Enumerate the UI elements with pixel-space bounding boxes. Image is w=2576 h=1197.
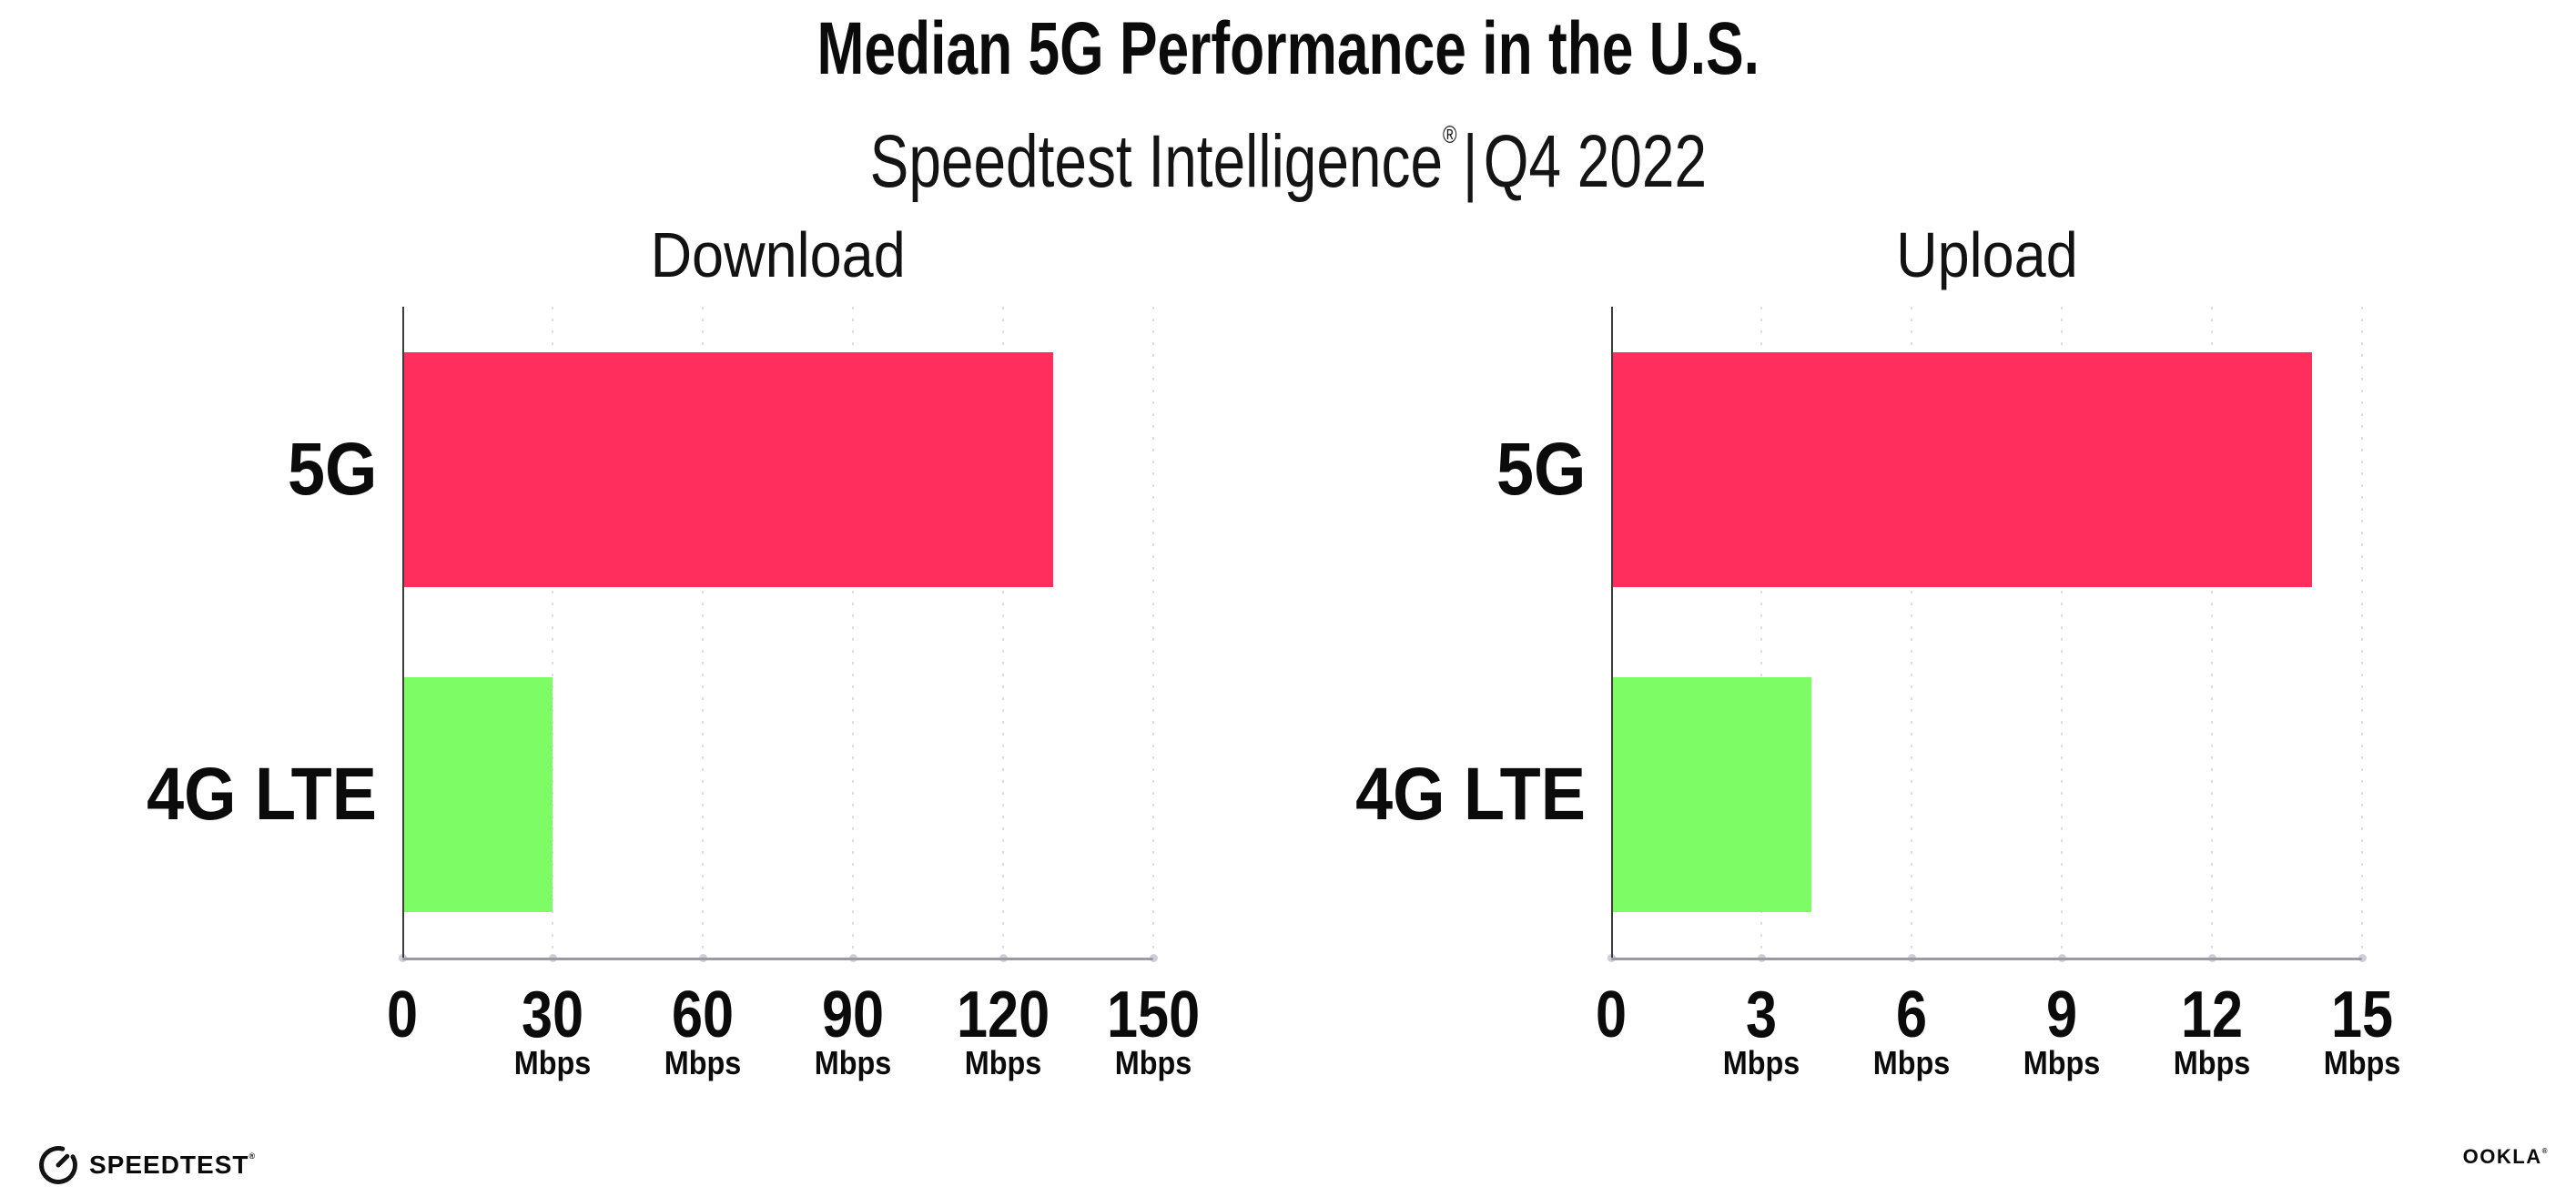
category-label: 4G LTE (0, 754, 377, 836)
tick-unit-label: Mbps (744, 1045, 962, 1081)
tick-unit-text: Mbps (513, 1044, 592, 1081)
category-label: 5G (0, 427, 377, 511)
tick-label: 150 (1044, 981, 1263, 1049)
ookla-logo: OOKLA® (2463, 1145, 2549, 1169)
tick-label: 120 (894, 981, 1112, 1049)
tick-label-text: 30 (521, 979, 584, 1051)
tick-unit-label: Mbps (1044, 1045, 1263, 1081)
tick-label: 0 (1502, 981, 1720, 1049)
gridline-foot-dot (1149, 954, 1158, 962)
tick-label-text: 150 (1106, 979, 1201, 1051)
gridline (2211, 307, 2213, 958)
category-label-text: 4G LTE (1355, 753, 1586, 837)
speedtest-gauge-icon (36, 1143, 80, 1187)
speedtest-registered-mark: ® (248, 1151, 257, 1161)
tick-label: 15 (2253, 981, 2471, 1049)
tick-label-text: 9 (2045, 979, 2078, 1051)
y-axis (402, 307, 404, 958)
tick-label-text: 0 (1595, 979, 1628, 1051)
tick-unit-label: Mbps (1652, 1045, 1871, 1081)
tick-label: 30 (443, 981, 662, 1049)
bar-5g (404, 351, 1053, 587)
gridline (552, 307, 553, 958)
tick-unit-text: Mbps (2323, 1044, 2401, 1081)
tick-label: 9 (1952, 981, 2171, 1049)
tick-label-text: 0 (386, 979, 419, 1051)
page-title-text: Median 5G Performance in the U.S. (816, 7, 1760, 90)
chart-title: Download (460, 221, 1097, 289)
gridline (1152, 307, 1154, 958)
tick-label: 3 (1652, 981, 1871, 1049)
tick-unit-label: Mbps (894, 1045, 1112, 1081)
page-subtitle: Speedtest Intelligence®|Q4 2022 (0, 91, 2576, 206)
subtitle-separator: | (1462, 120, 1478, 203)
category-label: 5G (1174, 427, 1586, 511)
tick-unit-label: Mbps (443, 1045, 662, 1081)
x-axis (1611, 958, 2362, 960)
gridline (702, 307, 704, 958)
gridline-foot-dot (2358, 954, 2367, 962)
gridline (1002, 307, 1004, 958)
tick-unit-text: Mbps (664, 1044, 742, 1081)
bar-4g-lte (1613, 677, 1811, 913)
gridline (852, 307, 854, 958)
bar-5g (1613, 351, 2312, 587)
page-title: Median 5G Performance in the U.S. (0, 7, 2576, 91)
speedtest-logo: SPEEDTEST® (36, 1143, 256, 1187)
category-label-text: 5G (1496, 427, 1586, 511)
ookla-label: OOKLA (2462, 1145, 2542, 1168)
tick-unit-text: Mbps (1722, 1044, 1800, 1081)
tick-unit-label: Mbps (2103, 1045, 2321, 1081)
tick-label-text: 6 (1895, 979, 1928, 1051)
chart-title-text: Upload (1895, 219, 2078, 290)
tick-unit-label: Mbps (1952, 1045, 2171, 1081)
ookla-registered-mark: ® (2541, 1147, 2549, 1155)
subtitle-brand: Speedtest Intelligence (869, 120, 1443, 203)
speedtest-wordmark: SPEEDTEST® (89, 1151, 256, 1180)
category-label-text: 5G (287, 427, 377, 511)
tick-label-text: 120 (956, 979, 1050, 1051)
tick-unit-label: Mbps (593, 1045, 812, 1081)
tick-unit-text: Mbps (1114, 1044, 1192, 1081)
tick-label: 90 (744, 981, 962, 1049)
tick-unit-text: Mbps (2173, 1044, 2251, 1081)
tick-label: 0 (293, 981, 512, 1049)
bar-4g-lte (404, 677, 553, 913)
tick-label: 6 (1802, 981, 2021, 1049)
tick-unit-label: Mbps (2253, 1045, 2471, 1081)
chart-title: Upload (1668, 221, 2306, 289)
speedtest-label: SPEEDTEST (89, 1151, 249, 1179)
tick-label-text: 3 (1745, 979, 1778, 1051)
category-label-text: 4G LTE (147, 753, 377, 837)
tick-label-text: 90 (821, 979, 885, 1051)
tick-unit-label: Mbps (1802, 1045, 2021, 1081)
y-axis (1611, 307, 1613, 958)
x-axis (402, 958, 1153, 960)
chart-title-text: Download (650, 219, 906, 290)
tick-label-text: 12 (2180, 979, 2244, 1051)
tick-unit-text: Mbps (1872, 1044, 1951, 1081)
gridline (1911, 307, 1912, 958)
tick-unit-text: Mbps (2023, 1044, 2101, 1081)
gridline (2361, 307, 2363, 958)
tick-unit-text: Mbps (814, 1044, 892, 1081)
gridline (1760, 307, 1762, 958)
subtitle-period: Q4 2022 (1483, 120, 1707, 203)
gridline (2061, 307, 2063, 958)
page-subtitle-text: Speedtest Intelligence®|Q4 2022 (869, 91, 1706, 206)
tick-label-text: 60 (671, 979, 735, 1051)
tick-label-text: 15 (2330, 979, 2394, 1051)
category-label: 4G LTE (1174, 754, 1586, 836)
tick-unit-text: Mbps (964, 1044, 1042, 1081)
tick-label: 12 (2103, 981, 2321, 1049)
tick-label: 60 (593, 981, 812, 1049)
registered-mark: ® (1442, 121, 1457, 148)
